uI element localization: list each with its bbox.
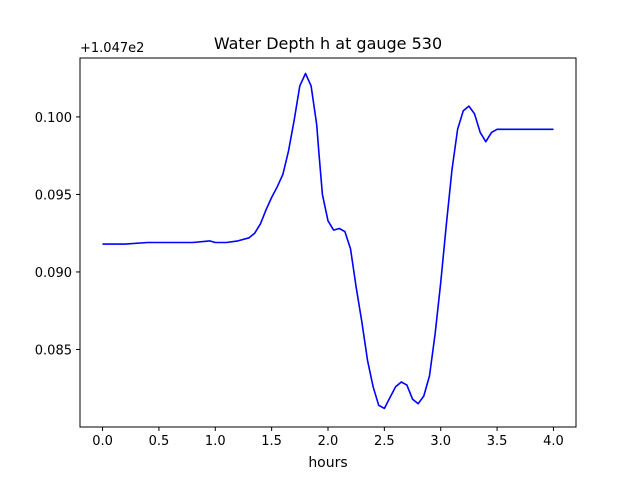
x-tick-label: 1.0 xyxy=(205,434,226,449)
series-line xyxy=(102,72,554,410)
x-tick-label: 0.5 xyxy=(149,434,170,449)
x-tick-label: 4.0 xyxy=(543,434,564,449)
x-tick-label: 1.5 xyxy=(261,434,282,449)
x-axis-label: hours xyxy=(308,455,347,471)
plot-area: 0.0 0.5 1.0 1.5 2.0 2.5 3.0 3.5 4.0 0.085 0.090 0.0… xyxy=(35,72,564,449)
x-tick-label: 3.0 xyxy=(430,434,451,449)
y-tick-label: 0.090 xyxy=(35,266,72,281)
x-tick-label: 3.5 xyxy=(487,434,508,449)
chart-title: Water Depth h at gauge 530 xyxy=(214,34,442,53)
x-tick-label: 0.0 xyxy=(92,434,113,449)
y-tick-label: 0.100 xyxy=(35,111,72,126)
y-tick-label: 0.095 xyxy=(35,188,72,203)
y-tick-label: 0.085 xyxy=(35,343,72,358)
x-tick-label: 2.5 xyxy=(374,434,395,449)
y-offset-label: +1.047e2 xyxy=(80,41,144,56)
x-tick-label: 2.0 xyxy=(318,434,339,449)
axes-frame xyxy=(79,57,577,428)
